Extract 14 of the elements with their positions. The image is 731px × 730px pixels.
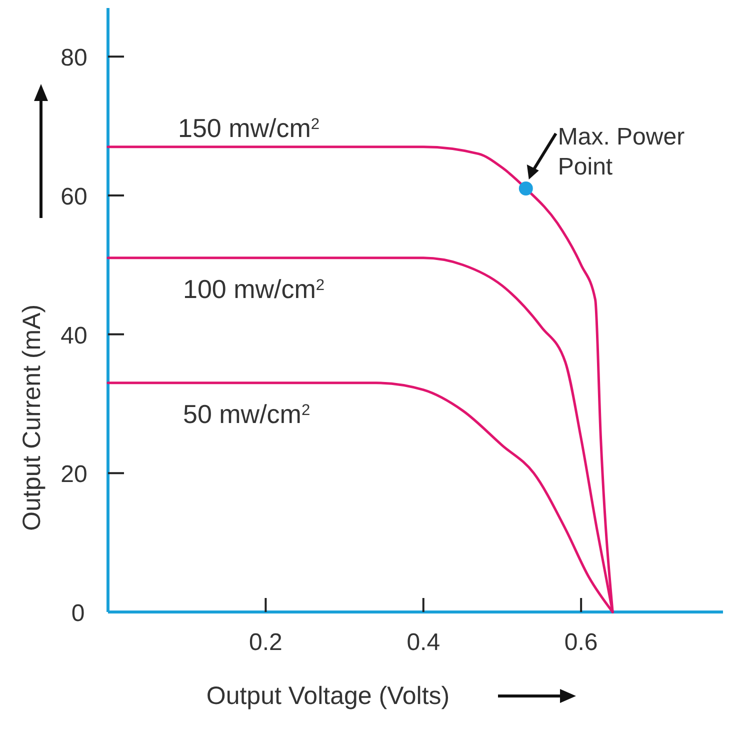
x-tick-label: 0.2 <box>249 629 282 656</box>
annotation: Max. Power Point <box>558 124 685 181</box>
x-axis-title: Output Voltage (Volts) <box>206 682 450 710</box>
x-tick-label: 0.6 <box>564 629 598 656</box>
series-label: 100 mw/cm$^{2}$ <box>183 274 325 304</box>
series-label: 50 mw/cm$^{2}$ <box>183 398 310 429</box>
y-tick-label: 20 <box>60 461 88 488</box>
y-axis-title: Output Current (mA) <box>18 304 46 531</box>
y-tick-label: 80 <box>60 44 88 72</box>
y-tick-label: 40 <box>60 322 88 350</box>
y-tick-label: 60 <box>60 183 88 210</box>
y-tick-label: 0 <box>71 600 85 627</box>
series-label: 150 mw/cm$^{2}$ <box>178 112 320 143</box>
x-tick-label: 0.4 <box>406 629 440 656</box>
